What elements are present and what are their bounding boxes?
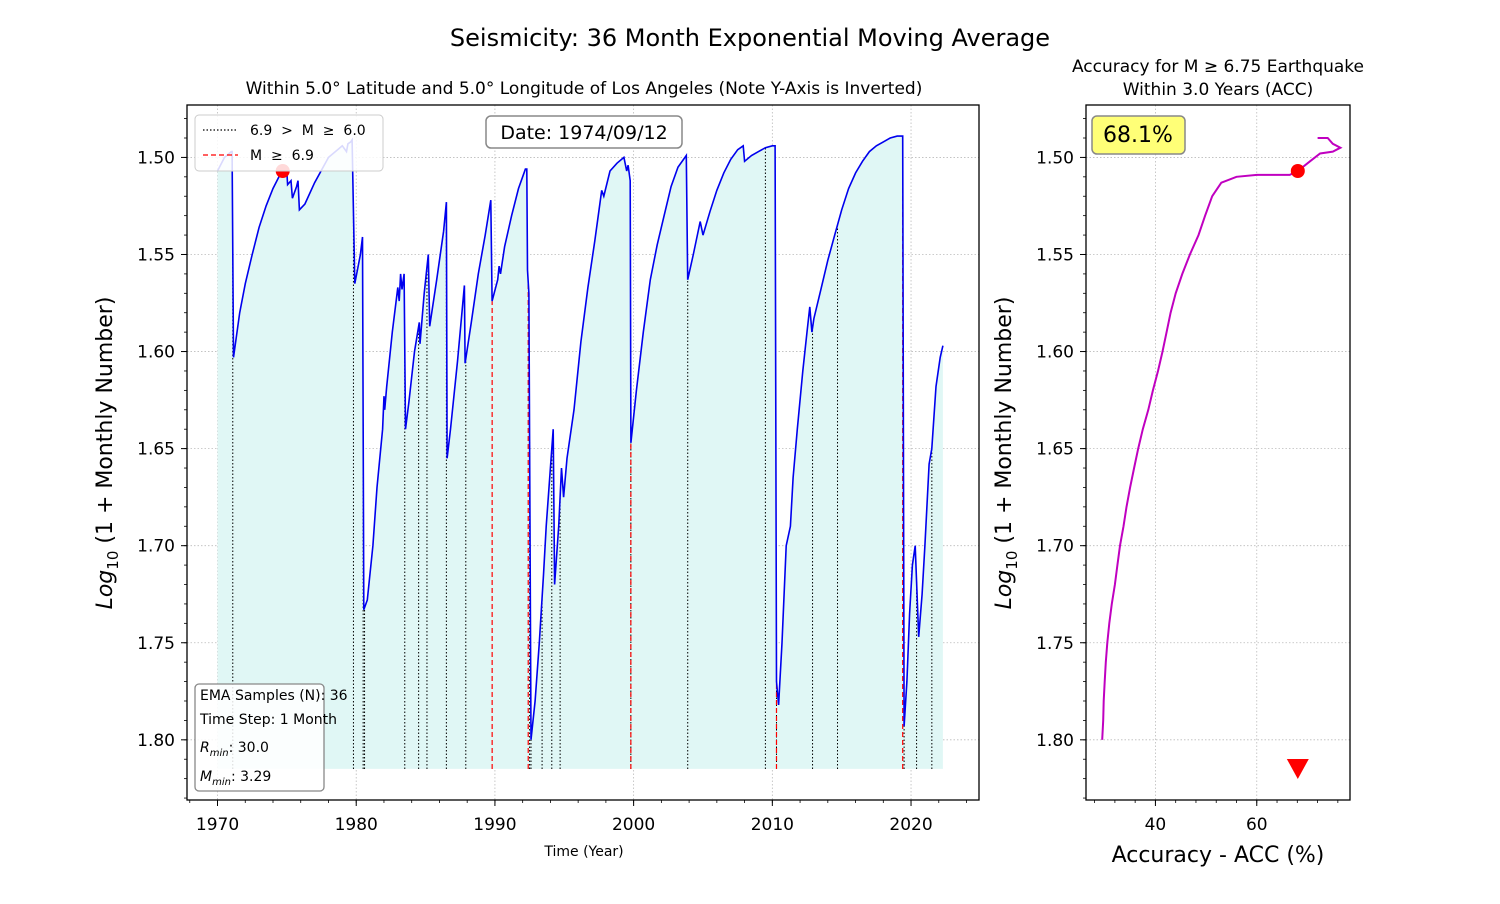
main-plot-frame — [186, 104, 980, 801]
accuracy-title-line2: Within 3.0 Years (ACC) — [1123, 80, 1314, 100]
accuracy-current-point — [1290, 164, 1305, 179]
info-mmin: Mmin: 3.29 — [200, 769, 271, 788]
accuracy-title-line1: Accuracy for M ≥ 6.75 Earthquake — [1072, 57, 1364, 77]
main-area-fill — [217, 136, 943, 769]
accuracy-y-tick-label: 1.65 — [1036, 440, 1074, 460]
main-y-tick-label: 1.80 — [137, 731, 175, 751]
accuracy-plot-frame — [1085, 104, 1351, 801]
info-box: EMA Samples (N): 36 Time Step: 1 Month R… — [194, 683, 348, 792]
accuracy-plot-area — [1086, 105, 1350, 800]
accuracy-y-tick-label: 1.80 — [1036, 731, 1074, 751]
accuracy-y-tick-label: 1.55 — [1036, 245, 1074, 265]
legend-label-large: M ≥ 6.9 — [250, 148, 314, 164]
main-chart-title: Within 5.0° Latitude and 5.0° Longitude … — [246, 79, 923, 99]
accuracy-y-tick-label: 1.75 — [1036, 634, 1074, 654]
info-rmin: Rmin: 30.0 — [200, 740, 269, 759]
main-x-tick-label: 1980 — [335, 815, 378, 835]
accuracy-x-axis-label: Accuracy - ACC (%) — [1112, 843, 1325, 868]
main-x-tick-label: 2010 — [751, 815, 794, 835]
accuracy-y-tick-label: 1.50 — [1036, 148, 1074, 168]
main-x-tick-label: 1970 — [196, 815, 239, 835]
accuracy-axis-ticks: 40 60 1.50 1.55 1.60 1.65 1.70 1.75 1.80 — [1036, 118, 1339, 835]
main-y-tick-label: 1.70 — [137, 537, 175, 557]
accuracy-y-tick-label: 1.60 — [1036, 343, 1074, 363]
figure-suptitle: Seismicity: 36 Month Exponential Moving … — [450, 24, 1050, 52]
accuracy-box-frame — [1091, 115, 1186, 155]
accuracy-triangle-marker — [1286, 758, 1309, 779]
main-x-tick-label: 1990 — [473, 815, 516, 835]
info-ema-samples: EMA Samples (N): 36 — [200, 688, 348, 704]
main-x-tick-label: 2000 — [612, 815, 655, 835]
main-y-tick-label: 1.55 — [137, 245, 175, 265]
accuracy-box-text: 68.1% — [1103, 123, 1173, 148]
main-legend: 6.9 > M ≥ 6.0 M ≥ 6.9 — [194, 114, 384, 172]
main-axis-ticks: 1970 1980 1990 2000 2010 2020 1.50 1.55 1.60 1.65… — [137, 118, 967, 835]
date-box: Date: 1974/09/12 — [485, 115, 683, 149]
accuracy-chart: Accuracy for M ≥ 6.75 Earthquake Within … — [992, 57, 1364, 868]
accuracy-y-axis-label: Log10 (1 + Monthly Number) — [992, 297, 1021, 610]
legend-label-moderate: 6.9 > M ≥ 6.0 — [250, 123, 366, 139]
legend-frame — [194, 114, 384, 172]
accuracy-y-tick-label: 1.70 — [1036, 537, 1074, 557]
info-box-frame — [194, 683, 325, 792]
main-x-axis-label: Time (Year) — [543, 844, 623, 860]
main-y-tick-label: 1.50 — [137, 148, 175, 168]
info-time-step: Time Step: 1 Month — [199, 712, 337, 728]
accuracy-gridlines — [1086, 105, 1350, 800]
main-y-axis-label: Log10 (1 + Monthly Number) — [93, 297, 122, 610]
main-y-tick-label: 1.65 — [137, 440, 175, 460]
main-y-tick-label: 1.75 — [137, 634, 175, 654]
accuracy-box: 68.1% — [1091, 115, 1186, 155]
main-y-tick-label: 1.60 — [137, 343, 175, 363]
main-x-tick-label: 2020 — [889, 815, 932, 835]
accuracy-x-tick-label: 60 — [1246, 815, 1268, 835]
date-box-text: Date: 1974/09/12 — [500, 122, 667, 144]
date-box-frame — [485, 115, 683, 149]
main-chart: Within 5.0° Latitude and 5.0° Longitude … — [93, 79, 980, 860]
accuracy-x-tick-label: 40 — [1145, 815, 1167, 835]
